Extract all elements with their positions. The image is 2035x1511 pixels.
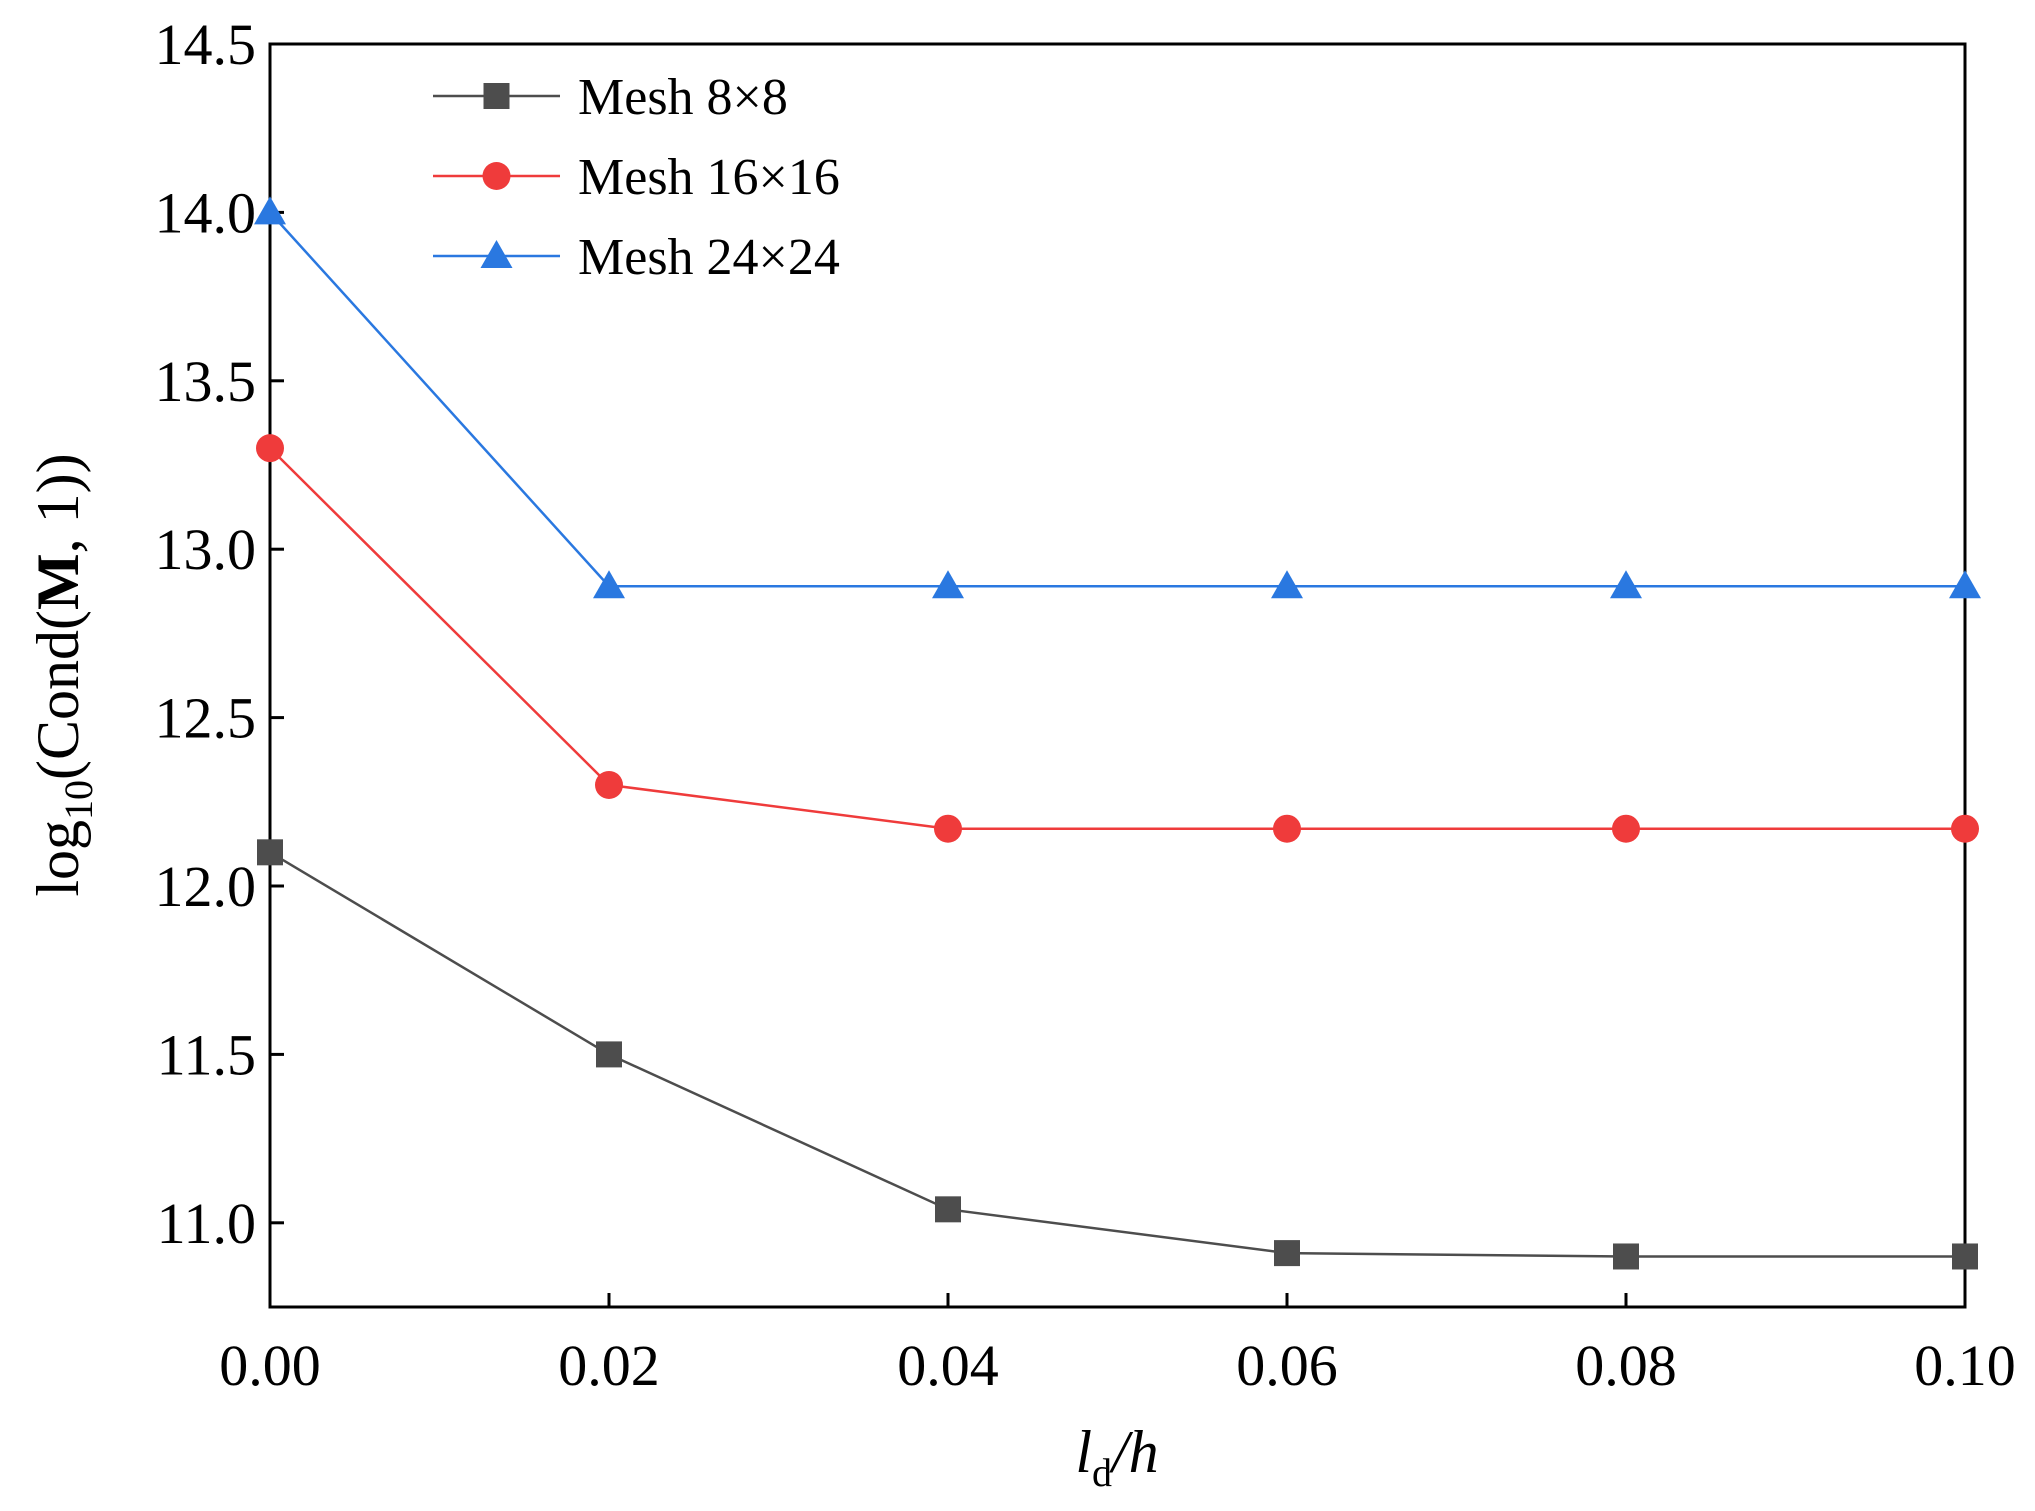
series-layer <box>254 196 1981 1270</box>
legend-item: Mesh 8×8 <box>433 69 788 126</box>
data-point <box>1274 1240 1300 1267</box>
series-2 <box>254 196 1981 599</box>
series-1 <box>256 434 1979 843</box>
data-point <box>1613 1243 1639 1270</box>
data-point <box>1610 570 1642 599</box>
series-line <box>269 211 1965 588</box>
series-line <box>269 851 1965 1258</box>
data-point <box>254 196 286 225</box>
y-tick-label: 11.5 <box>157 1022 256 1087</box>
y-tick-label: 12.0 <box>155 854 257 919</box>
x-tick-label: 0.00 <box>219 1333 321 1398</box>
series-line <box>269 447 1965 830</box>
data-point <box>1271 570 1303 599</box>
data-point <box>596 1041 622 1068</box>
data-point <box>256 434 284 463</box>
data-point <box>932 570 964 599</box>
data-point <box>934 814 962 843</box>
legend-item: Mesh 16×16 <box>433 149 840 206</box>
data-point <box>1949 570 1981 599</box>
legend-marker <box>483 83 510 109</box>
y-axis-ticks: 11.0 11.5 12.0 12.5 13.0 13.5 14.0 14.5 <box>155 12 284 1256</box>
x-tick-label: 0.02 <box>558 1333 660 1398</box>
series-0 <box>257 839 1978 1270</box>
data-point <box>257 839 283 866</box>
y-tick-label: 14.0 <box>155 180 257 245</box>
y-tick-label: 11.0 <box>157 1191 256 1256</box>
data-point <box>593 570 625 599</box>
x-axis-title: ld/h <box>1075 1419 1158 1495</box>
x-tick-label: 0.04 <box>897 1333 999 1398</box>
x-axis-ticks: 0.00 0.02 0.04 0.06 0.08 0.10 <box>219 1293 2016 1398</box>
plot-frame <box>268 42 1967 1309</box>
y-tick-label: 13.0 <box>155 517 257 582</box>
data-point <box>1951 814 1979 843</box>
y-tick-label: 12.5 <box>155 686 257 751</box>
legend: Mesh 8×8 Mesh 16×16 Mesh 24×24 <box>433 69 840 286</box>
y-axis-title: log10(Cond(M, 1)) <box>25 453 101 896</box>
legend-label: Mesh 24×24 <box>578 229 840 286</box>
legend-item: Mesh 24×24 <box>433 229 840 286</box>
x-tick-label: 0.08 <box>1575 1333 1677 1398</box>
data-point <box>595 770 623 799</box>
x-tick-label: 0.10 <box>1914 1333 2016 1398</box>
legend-marker <box>480 240 513 268</box>
legend-label: Mesh 8×8 <box>578 69 788 126</box>
legend-label: Mesh 16×16 <box>578 149 840 206</box>
data-point <box>935 1196 961 1223</box>
y-tick-label: 14.5 <box>155 12 257 77</box>
data-point <box>1612 814 1640 843</box>
y-tick-label: 13.5 <box>155 349 257 414</box>
x-tick-label: 0.06 <box>1236 1333 1338 1398</box>
data-point <box>1952 1243 1978 1270</box>
data-point <box>1273 814 1301 843</box>
legend-marker <box>482 162 511 190</box>
